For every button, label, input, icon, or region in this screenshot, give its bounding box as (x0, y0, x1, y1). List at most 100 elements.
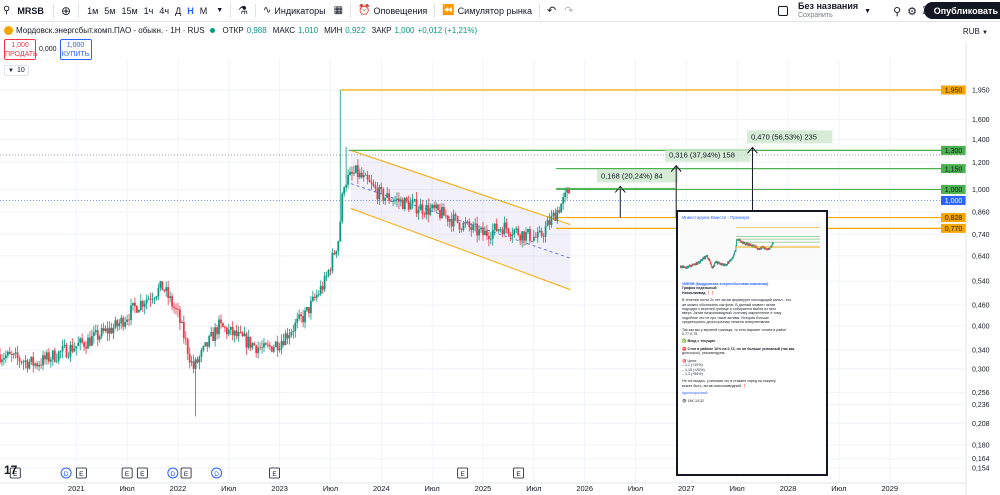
candle-body (468, 221, 471, 228)
level-price-tag (941, 164, 966, 174)
alarm-icon: ⏰ (358, 5, 371, 16)
y-tick-label: 0,236 (972, 402, 990, 409)
candle-body (196, 359, 199, 363)
candle-body (368, 179, 371, 183)
post-line: – 1,15 (+20%) (682, 367, 705, 372)
layout-menu-chevron-icon[interactable]: ▼ (864, 7, 872, 15)
candle-body (529, 229, 531, 242)
alerts-button[interactable]: ⏰ Оповещения (354, 0, 431, 22)
quick-search-icon[interactable]: ⚲ (893, 5, 902, 18)
candle-body (284, 333, 287, 345)
time-scale[interactable]: 2021 Июл 2022 Июл 2023 Июл 2024 Июл 2025 Июл 2026 И… (0, 482, 966, 493)
timeframe-7[interactable]: М (199, 5, 208, 16)
trade-buttons: 1,000 ПРОДАТЬ 0,000 1,000 КУПИТЬ (4, 39, 92, 60)
timeframe-dropdown[interactable]: ▼ (212, 0, 227, 22)
candle-body (253, 343, 256, 346)
candle-body (251, 343, 254, 348)
indicators-label: Индикаторы (274, 5, 326, 16)
undo-button[interactable]: ↶ (543, 0, 560, 22)
candle-body (112, 327, 115, 334)
level-price-tag (941, 223, 966, 233)
post-line: – 1,1 (+10%) (682, 363, 703, 368)
post-line: #MRSB (Мордовская энергосбытовая компани… (682, 282, 769, 286)
candle-body (212, 331, 215, 341)
candle-body (308, 307, 310, 314)
divider (78, 3, 80, 18)
candle-body (362, 175, 365, 178)
redo-button[interactable]: ↷ (560, 0, 577, 22)
buy-button[interactable]: 1,000 КУПИТЬ (59, 39, 92, 60)
symbol-name[interactable]: Мордовск.энергсбыт.комп.ПАО - обыкн. · 1… (16, 26, 205, 35)
symbol-search[interactable]: ⚲ MRSB (0, 0, 50, 22)
candle-body (556, 210, 559, 221)
chart-type-button[interactable]: ⚗ (234, 0, 252, 22)
y-tick-label: 0,460 (972, 303, 990, 310)
settings-gear-icon[interactable]: ⚙ (907, 5, 917, 18)
channel-fill (350, 150, 571, 290)
post-title: Инвестируем Вместе - Премиум (682, 215, 750, 220)
divider (255, 3, 256, 18)
candle-body (517, 228, 520, 236)
candle-body (433, 204, 436, 209)
event-markers[interactable]: E D E E E D E D E E E17 (4, 463, 524, 479)
divider (230, 3, 232, 18)
change-value: +0,012 (+1,21%) (417, 26, 478, 35)
timeframe-0[interactable]: 1м (87, 5, 99, 16)
indicators-button[interactable]: ∿ Индикаторы (259, 0, 330, 22)
timeframe-5[interactable]: Д (175, 5, 182, 16)
candle-body (272, 347, 275, 352)
replay-button[interactable]: ⏪ Симулятор рынка (438, 0, 536, 22)
templates-button[interactable]: ▦ (330, 0, 347, 22)
candle-body (327, 270, 330, 276)
candle-body (396, 198, 398, 200)
timeframe-4[interactable]: 4ч (159, 5, 170, 16)
collapsed-indicators[interactable]: ▼ 10 (4, 65, 29, 76)
candle-body (243, 333, 246, 337)
price-scale[interactable]: 1,950 1,600 1,400 1,200 1,000 0,860 0,740 0,640… (965, 42, 990, 495)
candle-body (452, 214, 455, 227)
candle-body (454, 214, 457, 217)
timeframe-1[interactable]: 5м (104, 5, 116, 16)
layout-icon[interactable] (778, 6, 788, 16)
descending-channel[interactable] (350, 149, 571, 291)
candle-body (20, 361, 23, 363)
candle-body (564, 192, 567, 198)
dividend-marker (60, 467, 72, 479)
x-tick-label: Июл (831, 484, 846, 493)
currency-text: RUB (962, 27, 980, 36)
candle-body (83, 342, 85, 347)
candle-body (177, 309, 179, 310)
level-price-label: 1,300 (945, 148, 963, 155)
candle-body (61, 346, 64, 352)
candle-body (523, 231, 525, 241)
candle-body (472, 224, 475, 231)
candle-body (437, 204, 439, 210)
target-labels[interactable]: 0,168 (20,24%) 84 0,316 (37,94%) 158 0,470… (556, 130, 833, 218)
candle-body (249, 336, 252, 348)
compare-button[interactable]: ⊕ (57, 0, 75, 22)
open-key: ОТКР (222, 26, 244, 35)
channel-upper-line (350, 149, 571, 226)
save-layout-button[interactable]: Без названия Сохранить (794, 2, 858, 20)
candle-body (331, 252, 334, 271)
candle-body (339, 221, 342, 242)
candle-body (407, 201, 410, 210)
timeframe-6[interactable]: Н (187, 5, 194, 16)
x-tick-label: Июл (221, 484, 236, 493)
candle-body (343, 187, 346, 194)
candle-body (509, 233, 512, 237)
timeframe-3[interactable]: 1ч (143, 5, 154, 16)
currency-label[interactable]: RUB ▼ (963, 27, 988, 36)
divider (434, 3, 436, 18)
timeframe-2[interactable]: 15м (121, 5, 138, 16)
candle-body (333, 252, 336, 255)
publish-button[interactable]: Опубликовать (923, 2, 1000, 19)
sell-button[interactable]: 1,000 ПРОДАТЬ (4, 39, 38, 60)
candle-body (151, 299, 154, 301)
price-chart[interactable]: 1,950 1,300 1,150 1,000 0,828 0,770 1,000 0,16… (0, 22, 1000, 495)
candle-body (487, 235, 490, 240)
candle-body (245, 333, 248, 348)
candle-body (325, 275, 328, 277)
y-tick-label: 0,400 (972, 323, 990, 330)
candle-body (470, 227, 473, 231)
